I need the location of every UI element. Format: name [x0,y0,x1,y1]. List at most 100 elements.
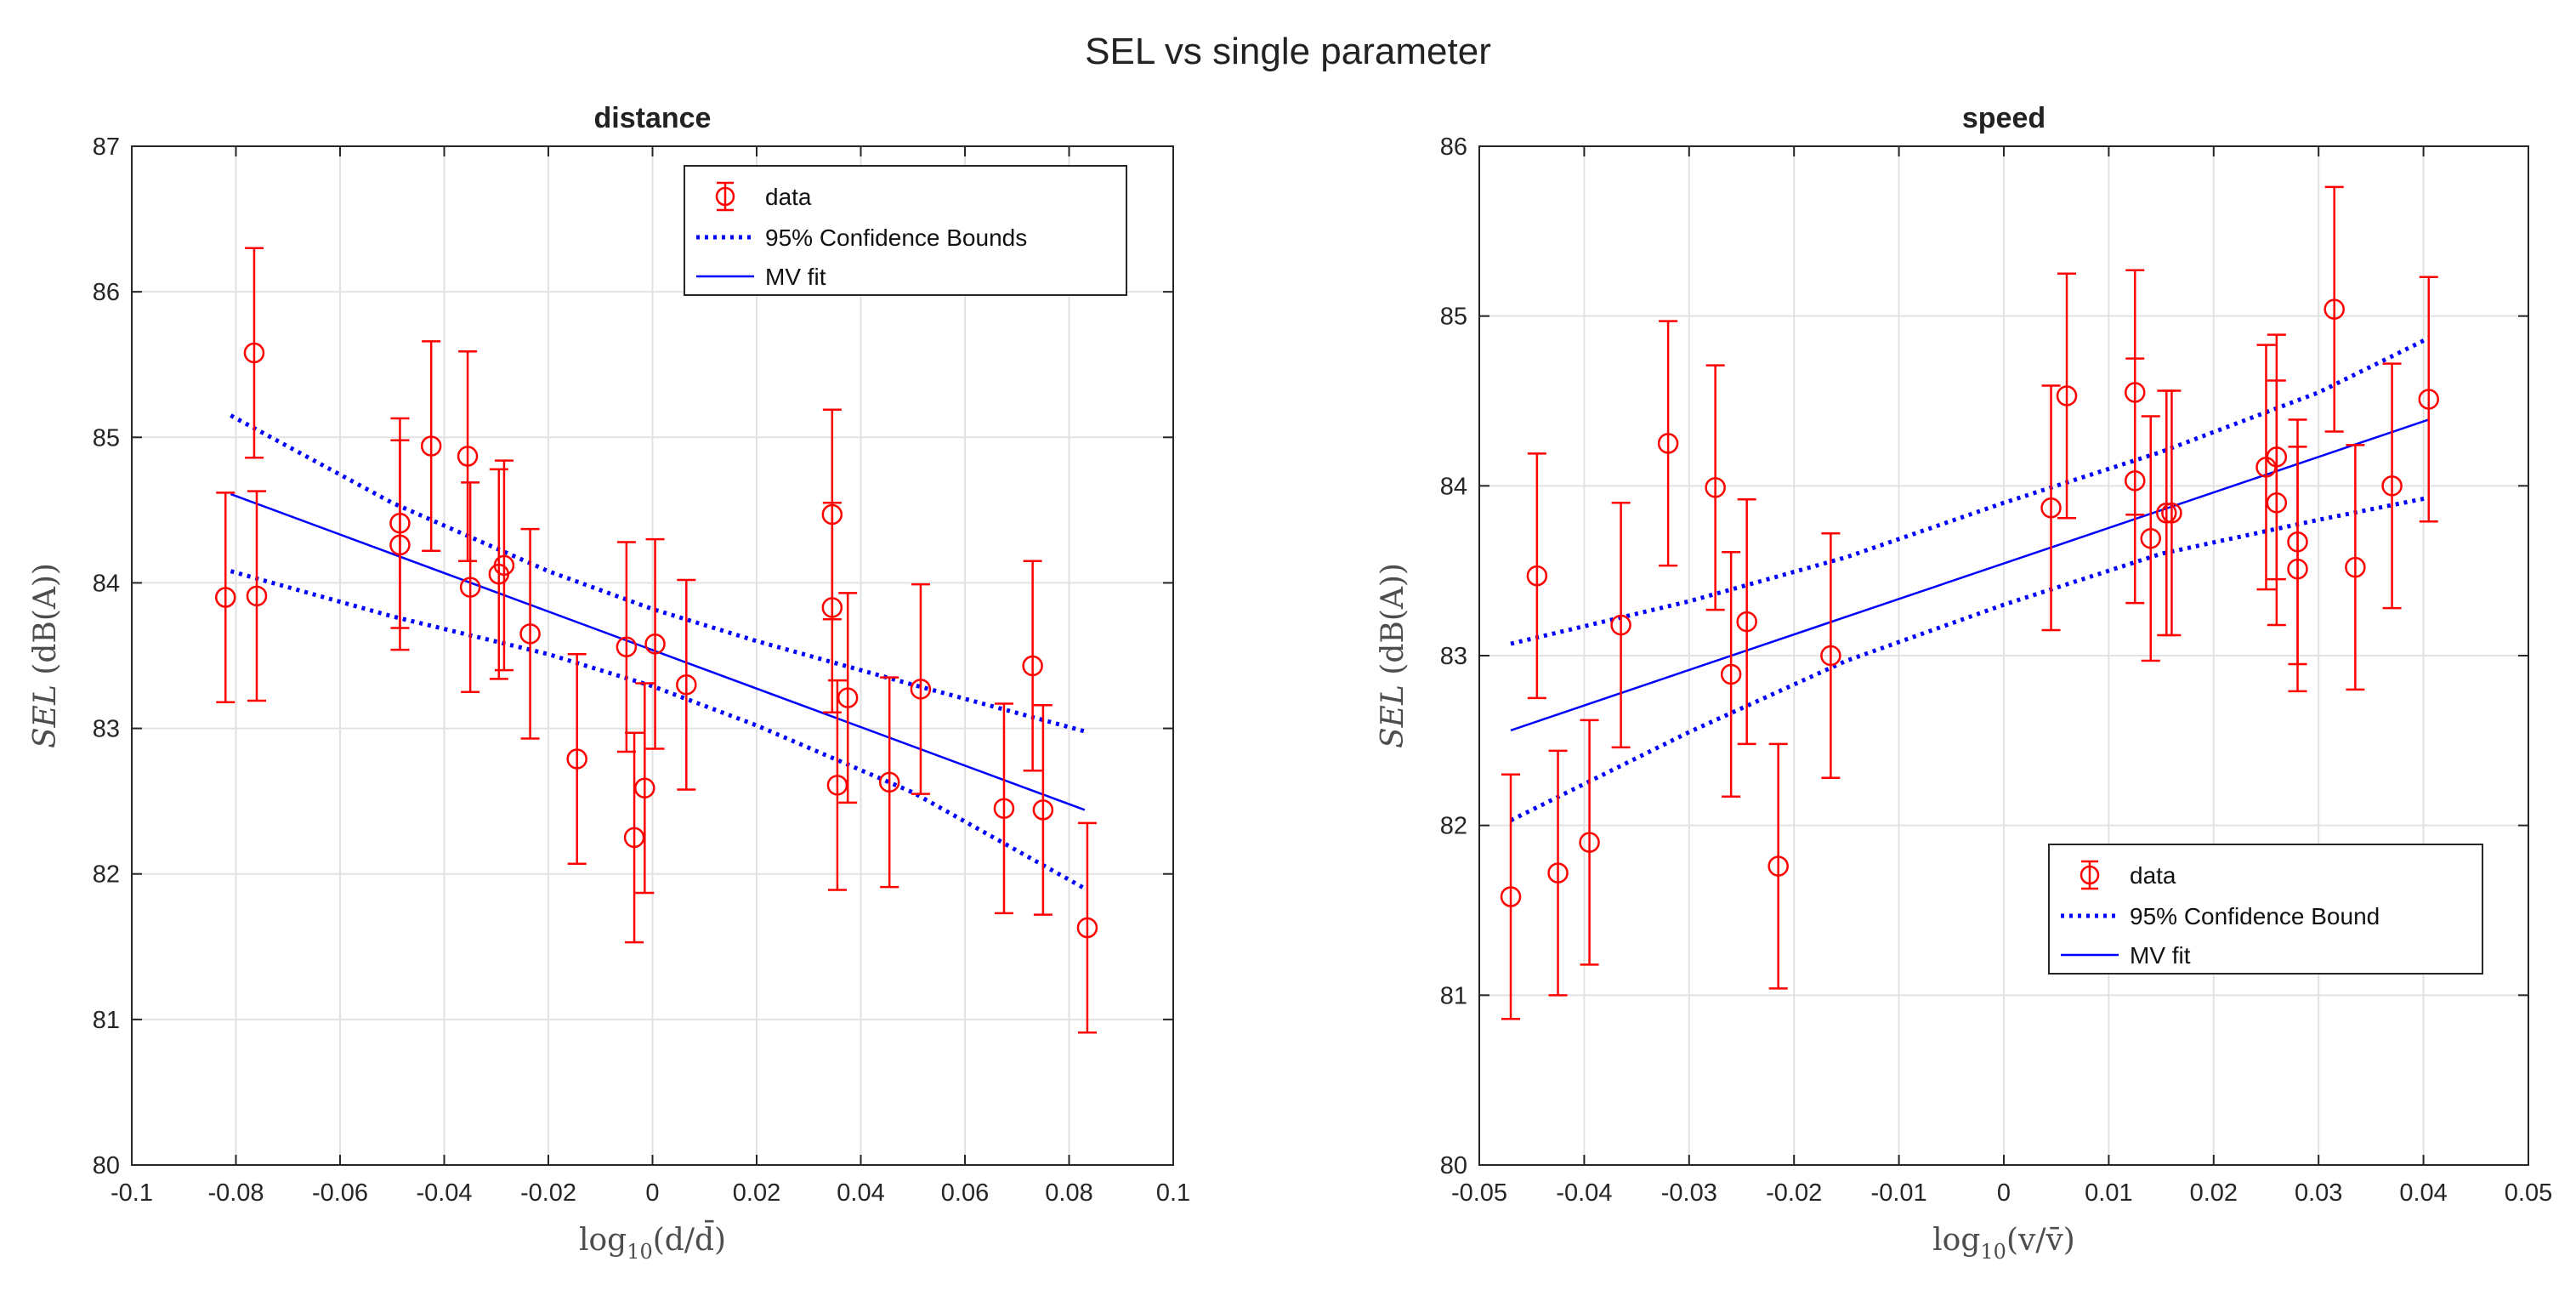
x-label-log: log [579,1223,627,1258]
data-point [457,350,479,563]
data-marker [566,748,587,770]
x-tick-label: 0.02 [733,1179,780,1207]
x-tick-label: -0.02 [1766,1179,1822,1207]
data-point [623,731,645,944]
data-point [1736,498,1757,746]
data-marker [246,585,268,607]
data-marker [457,446,479,467]
data-point [644,537,666,750]
data-point [1705,364,1726,611]
data-point [1022,560,1043,772]
legend-label: MV fit [2130,942,2191,969]
y-tick-label: 80 [93,1152,120,1179]
data-marker [1032,799,1054,821]
y-tick-label: 81 [1440,982,1467,1009]
x-label-subscript: 10 [627,1240,653,1264]
data-marker [1500,886,1522,907]
y-axis: 80 81 82 83 84 85 86 87 [93,134,1173,1179]
data-marker [644,634,666,655]
y-tick-label: 85 [1440,304,1467,331]
data-marker [2140,527,2162,549]
y-label-variable: SEL [28,675,63,748]
data-marker [2156,503,2177,524]
x-tick-label: -0.04 [416,1179,472,1207]
lower-confidence-bound [1509,495,2430,822]
legend-label: 95% Confidence Bound [2130,903,2380,929]
x-axis-label: log10(d/d̄) [579,1220,726,1264]
data-marker [2266,492,2288,514]
data-point [389,439,411,651]
legend-box [2048,844,2483,975]
data-marker [2324,298,2345,320]
data-marker [1820,645,1841,667]
y-axis-label: SEL (dB(A)) [1376,563,1410,748]
legend-label: 95% Confidence Bounds [765,224,1027,251]
data-marker [459,577,481,598]
data-point [2345,444,2366,691]
data-point [2056,272,2078,520]
y-tick-label: 84 [93,570,120,597]
x-label-argument: (d/d̄) [653,1220,726,1258]
y-axis: 80 81 82 83 84 85 86 [1440,134,2528,1179]
y-axis-label: SEL (dB(A)) [28,563,63,748]
x-tick-label: -0.03 [1661,1179,1717,1207]
x-tick-label: -0.04 [1556,1179,1612,1207]
x-axis: -0.05 -0.04 -0.03 -0.02 -0.01 0 0.01 0.02 0.03 0.… [1451,146,2552,1207]
data-marker [2418,389,2440,410]
data-marker [837,687,859,708]
y-tick-label: 83 [1440,643,1467,670]
data-marker [493,554,515,577]
x-label-subscript: 10 [1980,1240,2006,1264]
data-marker [2125,470,2146,492]
data-marker [1547,862,1569,884]
data-point [1500,773,1522,1020]
data-point [2161,389,2182,637]
data-point [616,541,638,753]
data-point [2040,384,2062,632]
data-point [1610,502,1631,749]
data-marker [215,587,236,608]
data-point [1720,550,1742,798]
data-marker [1767,855,1789,877]
x-tick-label: 0.03 [2295,1179,2342,1207]
data-point [420,340,442,553]
data-point [1579,719,1600,966]
x-axis-label: log10(v/v̄) [1932,1223,2075,1264]
data-point [1820,531,1841,780]
y-tick-label: 86 [1440,134,1467,161]
x-tick-label: -0.08 [207,1179,264,1207]
data-marker [1705,477,1726,498]
data-marker [243,342,265,364]
y-tick-label: 82 [1440,813,1467,840]
legend-data-marker [715,186,735,207]
data-point [2287,446,2308,693]
data-marker [1657,433,1679,454]
data-point [1032,703,1054,916]
legend: data 95% Confidence Bound MV fit [2048,844,2483,975]
data-point [1657,320,1679,567]
data-series [1500,185,2440,1020]
data-marker [1076,917,1098,939]
data-point [910,582,932,795]
data-marker [2056,385,2078,406]
data-marker [910,679,932,700]
data-point [2140,415,2162,662]
data-point [1547,749,1569,997]
data-marker [2161,503,2182,524]
x-tick-label: -0.05 [1451,1179,1507,1207]
distance-panel: -0.1 -0.08 -0.06 -0.04 -0.02 0 0.02 0.04 0.06 0.0… [28,102,1190,1264]
panel-title: distance [594,102,712,134]
data-point [493,459,515,672]
y-tick-label: 84 [1440,473,1467,500]
x-tick-label: 0.1 [1156,1179,1190,1207]
y-tick-label: 80 [1440,1152,1467,1179]
data-point [2266,379,2288,627]
data-marker [1736,611,1757,633]
data-point [821,502,843,713]
data-point [676,578,697,791]
x-tick-label: 0.05 [2505,1179,2552,1207]
x-tick-label: 0.04 [2399,1179,2447,1207]
x-tick-label: 0 [1997,1179,2011,1207]
x-axis: -0.1 -0.08 -0.06 -0.04 -0.02 0 0.02 0.04 0.06 0.0… [111,146,1190,1207]
